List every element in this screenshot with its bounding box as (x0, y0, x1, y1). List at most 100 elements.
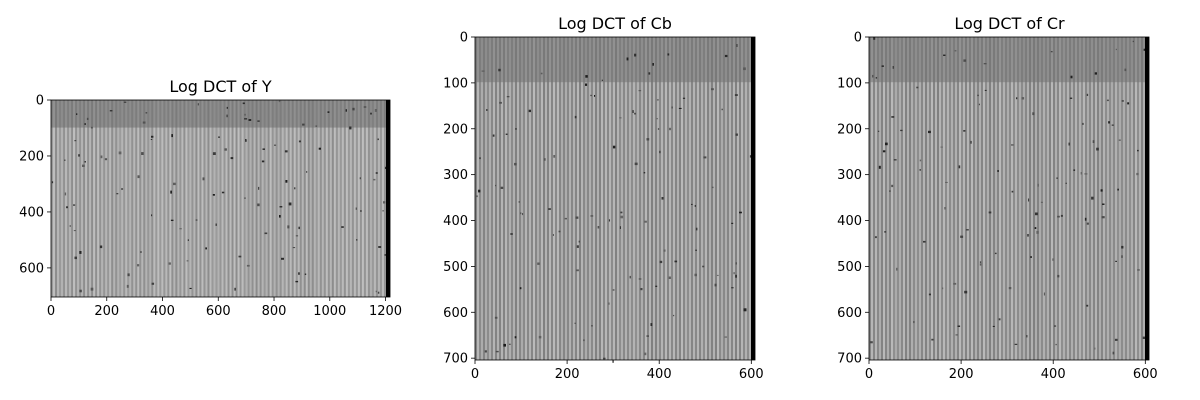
heatmap-column (511, 37, 514, 360)
y-tick-label: 0 (854, 31, 862, 46)
heatmap-column (265, 100, 268, 297)
heatmap-speckle (620, 215, 624, 219)
heatmap-speckle (378, 246, 382, 248)
heatmap-column (345, 100, 349, 297)
heatmap-column (291, 100, 295, 297)
heatmap-column (709, 37, 712, 360)
heatmap-column (1139, 37, 1142, 360)
heatmap-speckle (992, 325, 995, 327)
heatmap-speckle (731, 222, 734, 224)
heatmap-speckle (1030, 256, 1032, 258)
heatmap-speckle (151, 135, 154, 138)
heatmap-speckle (1057, 215, 1060, 218)
heatmap-speckle (1108, 121, 1110, 124)
heatmap-column (215, 100, 218, 297)
heatmap-speckle (724, 54, 728, 58)
heatmap-speckle (711, 186, 714, 189)
heatmap-speckle (731, 287, 734, 289)
heatmap-column (943, 37, 946, 360)
heatmap-column (629, 37, 632, 360)
heatmap-column (987, 37, 990, 360)
heatmap-speckle (881, 65, 884, 67)
heatmap-speckle (552, 234, 554, 236)
heatmap-speckle (695, 249, 697, 251)
heatmap-speckle (520, 212, 522, 215)
heatmap-speckle (1124, 68, 1127, 72)
heatmap-column (1059, 37, 1062, 360)
heatmap-column (71, 100, 74, 297)
heatmap-band (51, 100, 390, 128)
heatmap-speckle (977, 94, 979, 97)
heatmap-column (353, 100, 357, 297)
heatmap-column (737, 37, 740, 360)
heatmap-column (685, 37, 688, 360)
heatmap-column (297, 100, 301, 297)
heatmap-column (981, 37, 984, 360)
heatmap-column (647, 37, 650, 360)
heatmap-speckle (979, 261, 982, 264)
heatmap-column (293, 100, 297, 297)
heatmap-column (993, 37, 996, 360)
heatmap-column (611, 37, 614, 360)
heatmap-column (591, 37, 594, 360)
heatmap-column (911, 37, 914, 360)
heatmap-column (559, 37, 562, 360)
heatmap-speckle (940, 146, 943, 148)
y-tick-label: 200 (19, 149, 44, 164)
heatmap-column (955, 37, 958, 360)
heatmap-speckle (508, 343, 511, 345)
heatmap-column (905, 37, 908, 360)
heatmap-speckle (1082, 122, 1084, 125)
heatmap-column (557, 37, 560, 360)
heatmap-speckle (373, 178, 376, 181)
heatmap-column (1051, 37, 1054, 360)
heatmap-speckle (1052, 258, 1054, 261)
heatmap-column (1049, 37, 1052, 360)
heatmap-column (555, 37, 558, 360)
heatmap-speckle (170, 190, 172, 194)
heatmap-speckle (1065, 182, 1067, 184)
heatmap-column (195, 100, 198, 297)
heatmap-column (569, 37, 572, 360)
heatmap-column (1125, 37, 1128, 360)
heatmap-column (927, 37, 930, 360)
heatmap-speckle (298, 226, 300, 230)
heatmap-speckle (590, 94, 592, 97)
heatmap-column (1143, 37, 1146, 360)
heatmap-speckle (643, 172, 646, 174)
heatmap-column (137, 100, 140, 297)
heatmap-speckle (702, 265, 705, 268)
heatmap-speckle (648, 72, 651, 75)
heatmap-speckle (302, 123, 305, 126)
heatmap-column (69, 100, 72, 297)
heatmap-column (383, 100, 387, 297)
heatmap-column (977, 37, 980, 360)
heatmap-speckle (1040, 201, 1043, 203)
heatmap-column (965, 37, 968, 360)
heatmap-speckle (1137, 149, 1139, 152)
heatmap-column (891, 37, 894, 360)
heatmap-column (1055, 37, 1058, 360)
heatmap-speckle (1115, 260, 1117, 262)
heatmap-column (585, 37, 588, 360)
heatmap-speckle (248, 119, 252, 121)
heatmap-speckle (673, 314, 675, 317)
heatmap-column (935, 37, 938, 360)
heatmap-column (475, 37, 478, 360)
heatmap-speckle (716, 274, 719, 276)
heatmap-speckle (1086, 93, 1089, 96)
heatmap-speckle (711, 88, 714, 91)
heatmap-edge (751, 37, 755, 360)
heatmap-column (201, 100, 204, 297)
heatmap-column (971, 37, 974, 360)
heatmap-column (597, 37, 600, 360)
heatmap-speckle (261, 160, 265, 163)
heatmap-column (1135, 37, 1138, 360)
x-tick-label: 1200 (369, 304, 402, 319)
y-tick-label: 500 (837, 260, 862, 275)
heatmap-column (689, 37, 692, 360)
heatmap-column (501, 37, 504, 360)
heatmap-speckle (1121, 255, 1123, 258)
heatmap-column (89, 100, 92, 297)
heatmap-column (87, 100, 90, 297)
